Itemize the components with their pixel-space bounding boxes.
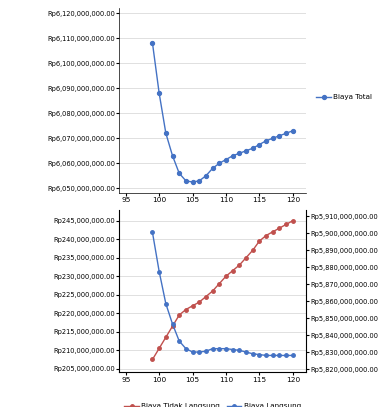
Biaya Tidak Langsung (164, 335, 168, 340)
Biaya Total (184, 178, 188, 183)
Biaya Tidak Langsung (190, 303, 195, 308)
Line: Biaya Langsung: Biaya Langsung (151, 231, 294, 357)
Biaya Tidak Langsung (277, 225, 282, 230)
Biaya Langsung (164, 301, 168, 306)
Biaya Tidak Langsung (170, 324, 175, 328)
Biaya Total (190, 179, 195, 184)
Biaya Langsung (211, 346, 215, 351)
Biaya Langsung (170, 322, 175, 326)
Biaya Tidak Langsung (237, 263, 242, 267)
Biaya Langsung (277, 353, 282, 358)
Biaya Tidak Langsung (284, 222, 288, 227)
Biaya Tidak Langsung (150, 357, 155, 362)
Biaya Langsung (204, 349, 208, 354)
Biaya Langsung (284, 353, 288, 358)
Biaya Total (271, 136, 275, 141)
Biaya Langsung (257, 352, 262, 357)
Biaya Tidak Langsung (264, 233, 268, 238)
Biaya Tidak Langsung (204, 294, 208, 299)
Biaya Total (244, 148, 248, 153)
Biaya Total (150, 41, 155, 46)
Biaya Tidak Langsung (257, 239, 262, 243)
Legend: Biaya Total: Biaya Total (313, 91, 375, 103)
Biaya Total (291, 128, 295, 133)
Biaya Tidak Langsung (291, 218, 295, 223)
Biaya Langsung (291, 353, 295, 358)
Biaya Tidak Langsung (251, 248, 255, 253)
Biaya Total (284, 131, 288, 136)
Biaya Langsung (264, 353, 268, 358)
Biaya Tidak Langsung (157, 346, 161, 351)
Line: Biaya Tidak Langsung: Biaya Tidak Langsung (151, 219, 294, 361)
Biaya Langsung (251, 351, 255, 356)
Biaya Tidak Langsung (217, 281, 222, 286)
Biaya Total (157, 91, 161, 96)
Biaya Total (177, 171, 181, 176)
Biaya Tidak Langsung (197, 300, 201, 304)
Biaya Langsung (190, 350, 195, 354)
Biaya Langsung (150, 230, 155, 235)
Biaya Tidak Langsung (211, 289, 215, 293)
Biaya Langsung (217, 346, 222, 351)
Biaya Tidak Langsung (184, 307, 188, 312)
Biaya Total (231, 153, 235, 158)
Biaya Langsung (224, 346, 228, 351)
Biaya Langsung (237, 348, 242, 353)
Biaya Total (217, 161, 222, 166)
Biaya Total (204, 173, 208, 178)
Biaya Total (264, 138, 268, 143)
Biaya Total (257, 142, 262, 147)
Biaya Langsung (271, 353, 275, 358)
Biaya Langsung (197, 350, 201, 354)
Biaya Tidak Langsung (271, 230, 275, 234)
Biaya Langsung (177, 339, 181, 344)
Biaya Tidak Langsung (224, 274, 228, 279)
Biaya Langsung (157, 269, 161, 274)
Legend: Biaya Tidak Langsung, Biaya Langsung: Biaya Tidak Langsung, Biaya Langsung (121, 400, 304, 407)
Biaya Total (251, 146, 255, 151)
Biaya Total (224, 157, 228, 162)
Biaya Tidak Langsung (231, 268, 235, 273)
Biaya Total (211, 166, 215, 171)
Biaya Total (170, 153, 175, 158)
Biaya Total (197, 178, 201, 183)
Biaya Langsung (244, 350, 248, 354)
Biaya Total (237, 151, 242, 156)
Biaya Tidak Langsung (177, 313, 181, 317)
Biaya Langsung (184, 346, 188, 351)
Line: Biaya Total: Biaya Total (150, 41, 295, 184)
Biaya Total (277, 133, 282, 138)
Biaya Langsung (231, 347, 235, 352)
Biaya Tidak Langsung (244, 255, 248, 260)
Biaya Total (164, 131, 168, 136)
